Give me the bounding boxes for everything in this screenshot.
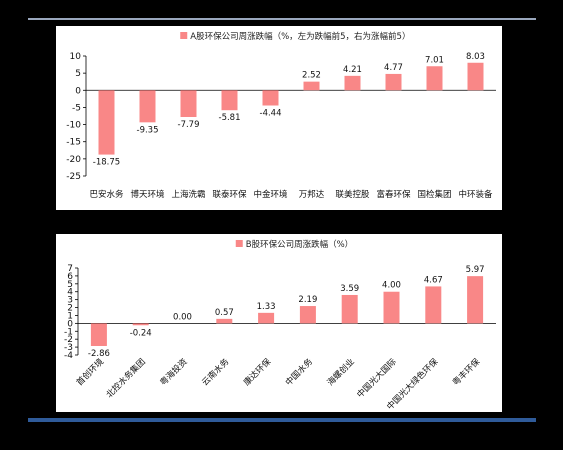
bar-value-label: 1.33 xyxy=(257,302,276,312)
bar xyxy=(344,75,361,91)
bottom-rule xyxy=(28,418,536,422)
bar xyxy=(425,286,442,324)
x-category-label: 海螺创业 xyxy=(325,356,357,388)
bar xyxy=(132,323,149,326)
x-category-label: 中金环境 xyxy=(253,189,288,200)
bar xyxy=(303,81,320,91)
bar-value-label: -2.86 xyxy=(88,349,110,359)
x-category-label: 富春环保 xyxy=(376,189,411,200)
y-tick-label: -25 xyxy=(66,172,81,182)
x-category-label: 联美控股 xyxy=(335,189,370,200)
x-category-label: 中国水务 xyxy=(283,356,315,388)
x-category-label: 国检集团 xyxy=(417,189,451,200)
y-tick-label: 3 xyxy=(67,296,73,306)
chart-legend: B股环保公司周涨跌幅（%） xyxy=(235,239,353,250)
legend-label: B股环保公司周涨跌幅（%） xyxy=(246,239,353,250)
y-tick-label: -1 xyxy=(64,327,73,337)
chart-legend: A股环保公司周涨跌幅（%，左为跌幅前5，右为涨幅前5） xyxy=(180,31,410,42)
bar-value-label: 4.21 xyxy=(343,65,362,75)
y-tick-label: -2 xyxy=(64,335,73,345)
bar-value-label: -0.24 xyxy=(130,328,152,338)
bar-value-label: 0.00 xyxy=(173,312,192,322)
legend-swatch xyxy=(235,240,243,247)
y-tick-label: 4 xyxy=(67,288,73,298)
chart-panel-b-shares: B股环保公司周涨跌幅（%） 7 6 5 4 3 2 1 0 -1 -2 -3 -4 -2.86 首创环境 -0… xyxy=(56,234,502,412)
x-category-label: 巴安水务 xyxy=(89,189,124,200)
y-tick-label: 2 xyxy=(67,304,73,314)
bar-value-label: -18.75 xyxy=(93,158,120,168)
x-category-label: 万邦达 xyxy=(299,189,325,200)
x-category-label: 粤丰环保 xyxy=(450,356,482,388)
y-tick-label: 1 xyxy=(67,311,73,321)
y-tick-label: -3 xyxy=(64,343,73,353)
bar-value-label: 7.01 xyxy=(425,55,444,65)
y-tick-label: 5 xyxy=(75,69,81,79)
x-category-label: 云南水务 xyxy=(200,356,232,388)
y-tick-label: -15 xyxy=(66,138,81,148)
bar-value-label: 8.03 xyxy=(466,52,485,62)
bar xyxy=(467,62,484,91)
y-tick-label: 10 xyxy=(70,52,82,62)
bar-value-label: 4.67 xyxy=(424,275,443,285)
y-tick-label: -4 xyxy=(64,351,73,361)
x-category-label: 中国光大国际 xyxy=(355,356,399,400)
x-category-label: 联泰环保 xyxy=(212,189,247,200)
legend-swatch xyxy=(180,32,188,39)
bar-value-label: 3.59 xyxy=(340,284,359,294)
x-category-label: 中环装备 xyxy=(458,189,493,200)
bar-value-label: 4.77 xyxy=(384,63,403,73)
x-category-label: 首创环境 xyxy=(74,356,106,388)
bar xyxy=(180,90,197,117)
x-category-label: 博天环境 xyxy=(130,189,165,200)
bar-value-label: -5.81 xyxy=(219,113,241,123)
bar-value-label: 4.00 xyxy=(382,281,401,291)
bar xyxy=(385,73,402,91)
bar-value-label: -9.35 xyxy=(137,125,159,135)
y-tick-label: -10 xyxy=(66,121,81,131)
bar xyxy=(383,291,400,324)
y-tick-label: 0 xyxy=(67,319,73,329)
chart-panel-a-shares: A股环保公司周涨跌幅（%，左为跌幅前5，右为涨幅前5） 10 5 0 -5 -10 -15 -… xyxy=(56,26,502,210)
x-category-label: 北控水务集团 xyxy=(104,356,148,400)
legend-label: A股环保公司周涨跌幅（%，左为跌幅前5，右为涨幅前5） xyxy=(190,31,410,42)
y-tick-label: 5 xyxy=(67,280,73,290)
bar-value-label: -4.44 xyxy=(260,109,282,119)
bar-value-label: 5.97 xyxy=(466,265,485,275)
y-tick-label: 7 xyxy=(67,264,73,274)
y-tick-label: 6 xyxy=(67,272,73,282)
y-tick-label: 0 xyxy=(75,86,81,96)
x-category-label: 粤海投资 xyxy=(158,356,190,388)
bar xyxy=(216,318,233,324)
y-tick-label: -5 xyxy=(72,103,81,113)
bar xyxy=(426,66,443,91)
a-share-weekly-change-chart: A股环保公司周涨跌幅（%，左为跌幅前5，右为涨幅前5） 10 5 0 -5 -10 -15 -… xyxy=(66,31,496,200)
bar xyxy=(221,90,238,111)
bar xyxy=(299,306,316,324)
bar xyxy=(139,90,156,123)
x-category-label: 康达环保 xyxy=(241,356,273,388)
y-tick-label: -20 xyxy=(66,155,81,165)
bar xyxy=(98,90,115,155)
x-category-label: 上海洗霸 xyxy=(171,189,205,200)
top-rule xyxy=(28,18,536,20)
bar-value-label: 2.19 xyxy=(298,295,317,305)
bar xyxy=(341,294,358,324)
bar xyxy=(90,323,107,346)
bar-value-label: 2.52 xyxy=(302,71,321,81)
bar xyxy=(467,276,484,324)
bar-value-label: 0.57 xyxy=(215,308,234,318)
bar-value-label: -7.79 xyxy=(178,120,200,130)
bar xyxy=(262,90,279,106)
bar xyxy=(258,312,275,324)
